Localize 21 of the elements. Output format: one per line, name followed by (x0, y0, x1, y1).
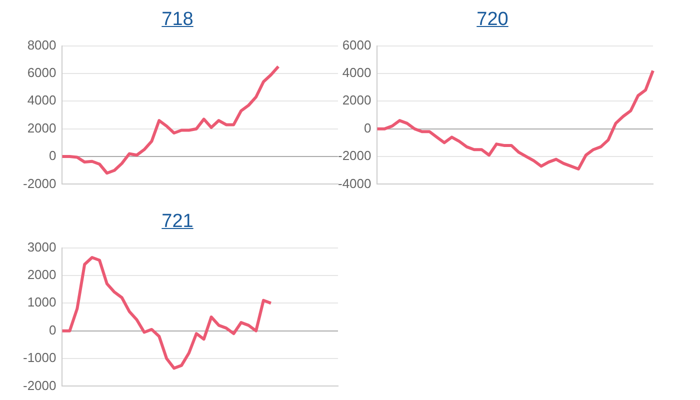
y-tick-label: 4000 (27, 92, 56, 108)
y-tick-label: 3000 (27, 239, 56, 254)
y-tick-label: 6000 (342, 37, 372, 52)
y-tick-label: 2000 (342, 92, 372, 108)
y-tick-label: -2000 (23, 176, 56, 191)
y-tick-label: -4000 (338, 176, 372, 191)
y-tick-label: 4000 (342, 65, 372, 80)
y-tick-label: 6000 (27, 65, 56, 80)
y-tick-label: 2000 (27, 120, 56, 136)
y-tick-label: -2000 (338, 148, 372, 164)
y-tick-label: -2000 (23, 378, 56, 393)
chart-title: 720 (476, 8, 510, 32)
chart-title: 718 (160, 8, 194, 32)
y-tick-label: 2000 (27, 267, 56, 282)
chart-title: 721 (160, 210, 194, 234)
y-tick-label: 8000 (27, 37, 56, 52)
y-tick-label: 0 (49, 148, 56, 164)
y-tick-label: 1000 (27, 294, 56, 310)
y-tick-label: -1000 (23, 350, 56, 366)
y-tick-label: 0 (49, 322, 56, 338)
y-tick-label: 0 (364, 120, 372, 136)
